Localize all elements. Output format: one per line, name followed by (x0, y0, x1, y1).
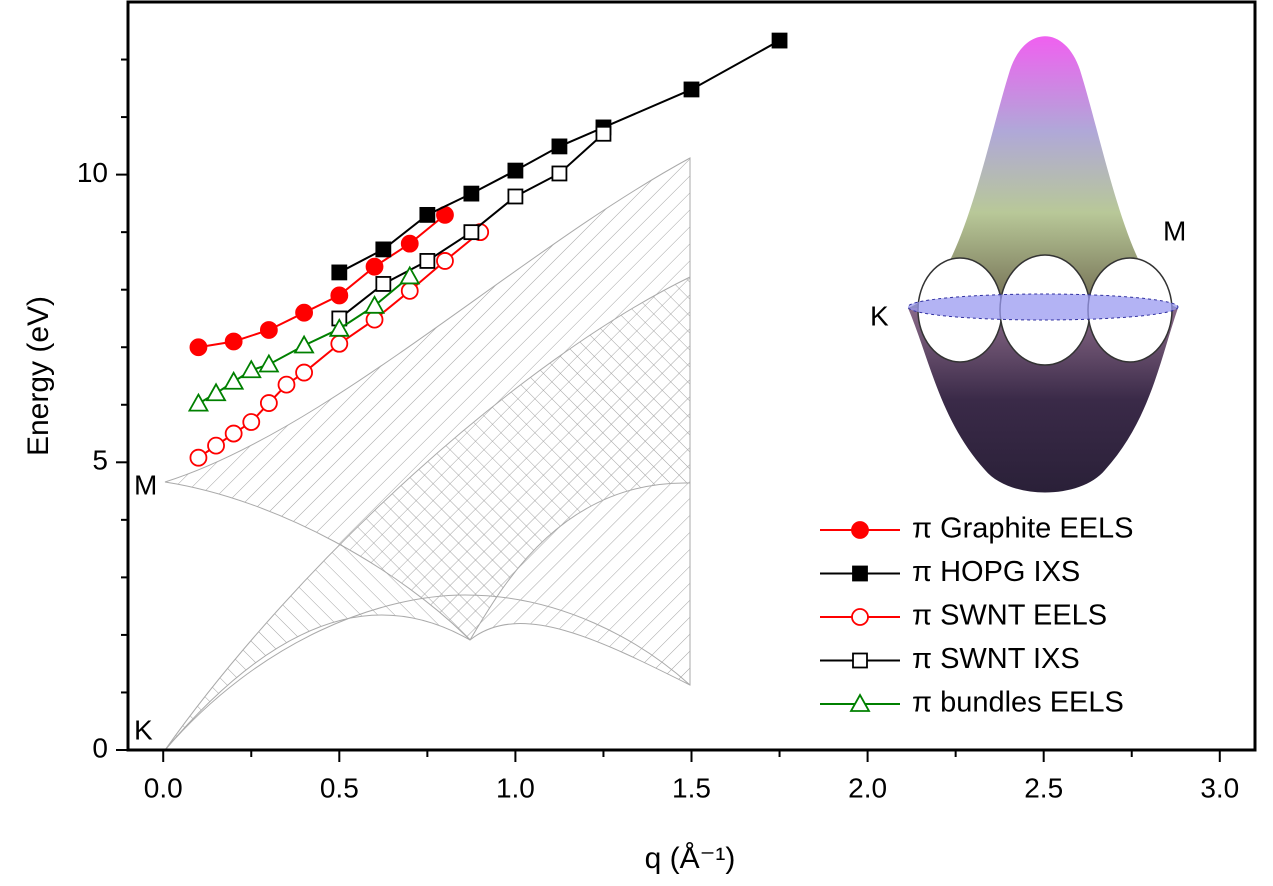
data-point (189, 338, 208, 357)
data-point (293, 334, 315, 354)
legend-marker (851, 608, 869, 626)
x-tick-label: 0.0 (144, 772, 183, 803)
legend-label: π HOPG IXS (912, 556, 1080, 588)
data-point (240, 359, 262, 379)
legend-label: π SWNT EELS (912, 600, 1107, 632)
data-point (189, 448, 208, 467)
data-point (683, 81, 700, 98)
x-tick-label: 3.0 (1200, 772, 1239, 803)
data-point (399, 265, 421, 285)
data-point (551, 138, 568, 155)
data-point (259, 394, 278, 412)
continuum-hatch (164, 157, 691, 751)
y-axis-label: Energy (eV) (22, 296, 55, 456)
y-tick-label: 5 (92, 445, 108, 476)
data-point (330, 286, 349, 305)
data-point (436, 252, 454, 270)
data-point (365, 257, 384, 276)
data-point (419, 206, 436, 223)
data-point (400, 234, 419, 253)
y-tick-label: 0 (92, 732, 108, 763)
data-point (224, 424, 243, 443)
x-tick-label: 2.5 (1024, 772, 1063, 803)
x-tick-label: 2.0 (848, 772, 887, 803)
data-point (223, 370, 245, 390)
x-axis-label: q (Å⁻¹) (645, 842, 736, 875)
y-tick-label: 10 (77, 157, 108, 188)
data-point (375, 276, 392, 292)
data-point (242, 413, 261, 431)
legend-label: π bundles EELS (912, 687, 1124, 719)
data-point (463, 185, 480, 202)
legend-label: π Graphite EELS (912, 513, 1134, 545)
data-point (595, 125, 612, 142)
data-point (224, 332, 243, 351)
data-point (259, 321, 278, 339)
data-point (363, 294, 386, 314)
data-point (207, 436, 225, 455)
legend-label: π SWNT IXS (912, 643, 1080, 675)
legend-marker (851, 521, 869, 539)
data-point (187, 392, 209, 412)
data-point (258, 353, 280, 373)
data-point (551, 165, 568, 182)
x-tick-label: 1.0 (496, 772, 535, 803)
data-point (295, 303, 313, 322)
legend-marker (852, 565, 868, 582)
data-point (330, 334, 349, 353)
annotation: K (134, 714, 153, 745)
annotation: M (1163, 215, 1186, 246)
data-point (400, 281, 419, 300)
x-tick-label: 0.5 (320, 772, 359, 803)
legend-marker (849, 693, 871, 712)
surface-illustration (907, 36, 1179, 493)
data-point (277, 375, 296, 394)
data-point (205, 382, 227, 402)
data-point (365, 310, 384, 329)
data-point (771, 32, 788, 49)
data-point (507, 188, 524, 205)
data-point (295, 363, 313, 382)
data-point (463, 224, 480, 241)
data-point (331, 264, 348, 281)
x-tick-label: 1.5 (672, 772, 711, 803)
data-point (328, 317, 350, 337)
annotation: K (870, 300, 889, 331)
data-point (507, 162, 524, 179)
data-point (375, 241, 392, 258)
annotation: M (134, 469, 157, 500)
legend-marker (852, 652, 868, 669)
data-point (419, 253, 436, 269)
